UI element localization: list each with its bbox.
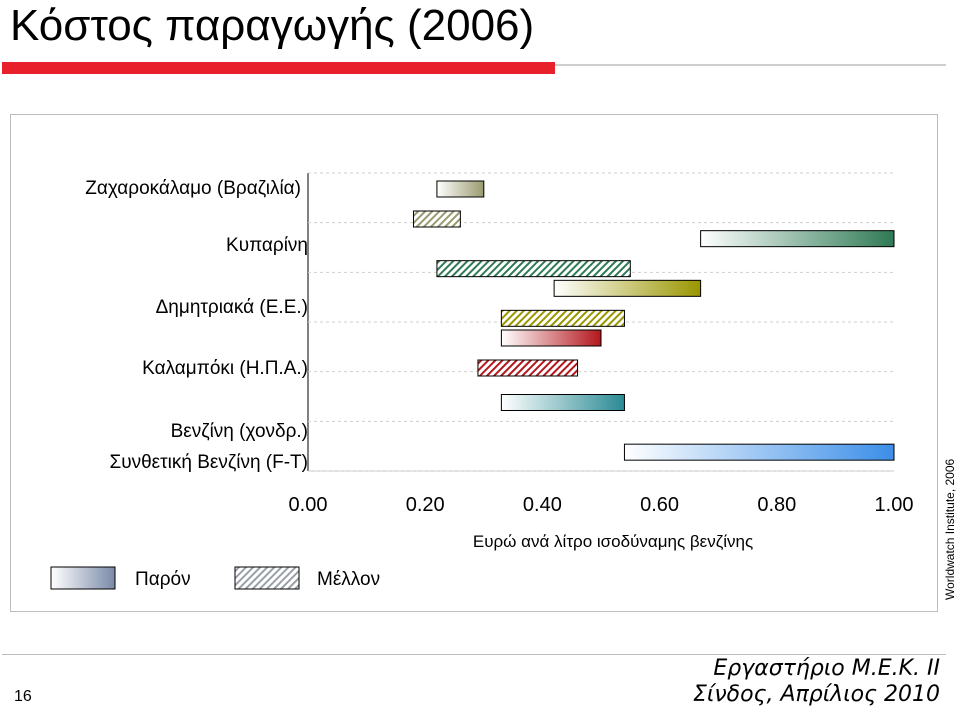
footer-rule	[2, 654, 946, 655]
category-label: Κυπαρίνη	[226, 235, 308, 256]
bar-present	[700, 230, 895, 248]
bar-future	[477, 359, 579, 377]
bar-present	[500, 394, 625, 411]
slide-title: Κόστος παραγωγής (2006)	[10, 1, 535, 50]
category-label: Συνθετική Βενζίνη (F-T)	[109, 452, 308, 473]
x-tick-label: 0.20	[406, 494, 445, 516]
legend-swatch-present	[50, 566, 116, 590]
legend-swatch-future	[234, 566, 300, 590]
source-credit: Worldwatch Institute, 2006	[943, 458, 957, 600]
category-label: Βενζίνη (χονδρ.)	[171, 421, 308, 442]
x-tick-label: 0.40	[523, 494, 562, 516]
footer-course: Εργαστήριο Μ.Ε.Κ. ΙΙ	[713, 656, 940, 681]
page-number: 16	[14, 688, 32, 705]
category-label: Ζαχαροκάλαμο (Βραζιλία)	[85, 178, 301, 199]
x-tick-label: 0.80	[757, 494, 796, 516]
bar-present	[553, 279, 702, 297]
bar-future	[412, 210, 461, 228]
x-tick-label: 0.00	[289, 494, 328, 516]
cost-chart: Ζαχαροκάλαμο (Βραζιλία) Κυπαρίνη Δημητριακ…	[50, 172, 914, 590]
x-tick-label: 1.00	[875, 494, 914, 516]
category-label: Καλαμπόκι (Η.Π.Α.)	[142, 358, 308, 379]
legend-label-future: Μέλλον	[317, 569, 380, 590]
category-label: Δημητριακά (Ε.Ε.)	[156, 297, 308, 318]
x-axis-label: Ευρώ ανά λίτρο ισοδύναμης βενζίνης	[473, 532, 753, 551]
bar-future	[500, 309, 625, 327]
chart-panel: Ζαχαροκάλαμο (Βραζιλία) Κυπαρίνη Δημητριακ…	[10, 114, 938, 612]
bar-present	[623, 443, 895, 461]
title-accent-bar	[2, 62, 555, 74]
bar-present	[500, 329, 602, 347]
x-tick-label: 0.60	[640, 494, 679, 516]
footer-place-date: Σίνδος, Απρίλιος 2010	[693, 682, 940, 707]
bar-future	[436, 260, 631, 278]
legend-label-present: Παρόν	[135, 569, 191, 590]
bar-present	[436, 180, 485, 198]
